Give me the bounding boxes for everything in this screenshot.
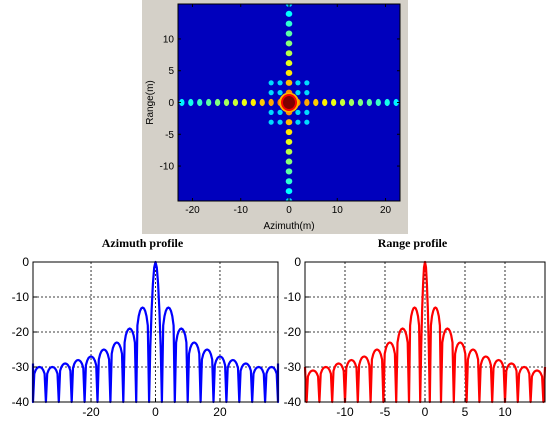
azimuth-sidelobe <box>358 99 363 106</box>
azimuth-sidelobe <box>322 99 327 106</box>
image-panel: -20 -10 0 10 20 10 5 0 -5 -10 Azimuth(m) Range(m) <box>142 0 408 234</box>
azimuth-sidelobe <box>402 99 407 106</box>
range-x-tick-label: 5 <box>462 405 469 419</box>
range-x-tick-label: -5 <box>380 405 391 419</box>
range-sidelobe <box>286 129 293 135</box>
azimuth-sidelobe <box>367 99 372 106</box>
heatmap-chart: -20 -10 0 10 20 10 5 0 -5 -10 Azimuth(m) Range(m) <box>142 0 408 234</box>
range-y-tick-label: -20 <box>284 325 302 339</box>
y-tick-label: 10 <box>163 34 175 45</box>
y-tick-label: -5 <box>165 130 174 141</box>
range-sidelobe <box>286 168 293 174</box>
azimuth-x-tick-label: -20 <box>82 405 100 419</box>
azimuth-y-tick-label: -40 <box>12 395 30 409</box>
azimuth-y-tick-label: -20 <box>12 325 30 339</box>
azimuth-sidelobe <box>260 99 265 106</box>
range-profile-title: Range profile <box>275 236 550 251</box>
cross-sidelobe <box>295 90 300 95</box>
azimuth-profile-panel: Azimuth profile -20 0 20 0 -10 -20 -30 -40 <box>0 236 285 426</box>
azimuth-x-tick-label: 0 <box>152 405 159 419</box>
azimuth-sidelobe <box>251 99 256 106</box>
azimuth-y-tick-label: 0 <box>22 255 29 269</box>
range-x-tick-label: -10 <box>336 405 354 419</box>
y-tick-label: 0 <box>168 98 174 109</box>
range-sidelobe <box>286 70 293 76</box>
cross-sidelobe <box>295 80 300 85</box>
x-axis-label: Azimuth(m) <box>263 221 314 232</box>
azimuth-sidelobe <box>349 99 354 106</box>
azimuth-profile-chart: -20 0 20 0 -10 -20 -30 -40 <box>0 236 285 426</box>
cross-sidelobe <box>295 110 300 115</box>
azimuth-profile-title: Azimuth profile <box>0 236 285 251</box>
cross-sidelobe <box>277 110 282 115</box>
peak-marker <box>283 96 295 109</box>
range-profile-chart: -10 -5 0 5 10 0 -10 -20 -30 -40 <box>275 236 550 426</box>
cross-sidelobe <box>277 90 282 95</box>
azimuth-sidelobe <box>188 99 193 106</box>
azimuth-y-tick-label: -30 <box>12 360 30 374</box>
cross-sidelobe <box>269 110 274 115</box>
range-sidelobe <box>286 40 293 46</box>
range-sidelobe <box>286 21 293 27</box>
range-sidelobe <box>286 80 293 86</box>
range-y-tick-label: 0 <box>294 255 301 269</box>
azimuth-sidelobe <box>340 99 345 106</box>
cross-sidelobe <box>269 80 274 85</box>
range-sidelobe <box>286 119 293 125</box>
range-sidelobe <box>286 159 293 165</box>
azimuth-sidelobe <box>376 99 381 106</box>
y-tick-label: 5 <box>168 66 174 77</box>
cross-sidelobe <box>304 120 309 125</box>
x-tick-label: 10 <box>332 205 344 216</box>
cross-sidelobe <box>277 80 282 85</box>
cross-sidelobe <box>304 90 309 95</box>
azimuth-sidelobe <box>206 99 211 106</box>
range-sidelobe <box>286 11 293 17</box>
azimuth-sidelobe <box>268 99 273 106</box>
azimuth-sidelobe <box>313 99 318 106</box>
range-sidelobe <box>286 149 293 155</box>
azimuth-sidelobe <box>233 99 238 106</box>
cross-sidelobe <box>277 120 282 125</box>
x-tick-label: -10 <box>234 205 249 216</box>
y-tick-label: -10 <box>160 162 175 173</box>
y-axis-label: Range(m) <box>145 80 156 124</box>
azimuth-sidelobe <box>331 99 336 106</box>
range-sidelobe <box>286 30 293 36</box>
range-y-tick-label: -40 <box>284 395 302 409</box>
azimuth-sidelobe <box>197 99 202 106</box>
range-y-tick-label: -10 <box>284 290 302 304</box>
azimuth-sidelobe <box>242 99 247 106</box>
azimuth-sidelobe <box>385 99 390 106</box>
azimuth-sidelobe <box>304 99 309 106</box>
cross-sidelobe <box>304 80 309 85</box>
azimuth-sidelobe <box>224 99 229 106</box>
azimuth-x-tick-label: 20 <box>213 405 227 419</box>
x-tick-label: -20 <box>185 205 200 216</box>
range-sidelobe <box>286 139 293 145</box>
cross-sidelobe <box>295 120 300 125</box>
range-x-tick-label: 10 <box>498 405 512 419</box>
range-sidelobe <box>286 50 293 56</box>
azimuth-y-tick-label: -10 <box>12 290 30 304</box>
range-sidelobe <box>286 178 293 184</box>
azimuth-sidelobe <box>215 99 220 106</box>
cross-sidelobe <box>269 120 274 125</box>
range-sidelobe <box>286 60 293 66</box>
range-y-tick-label: -30 <box>284 360 302 374</box>
x-tick-label: 20 <box>380 205 392 216</box>
range-x-tick-label: 0 <box>422 405 429 419</box>
range-sidelobe <box>286 188 293 194</box>
cross-sidelobe <box>269 90 274 95</box>
range-profile-panel: Range profile -10 -5 0 5 10 0 -10 -20 -30 -40 <box>275 236 550 426</box>
x-tick-label: 0 <box>286 205 292 216</box>
cross-sidelobe <box>304 110 309 115</box>
